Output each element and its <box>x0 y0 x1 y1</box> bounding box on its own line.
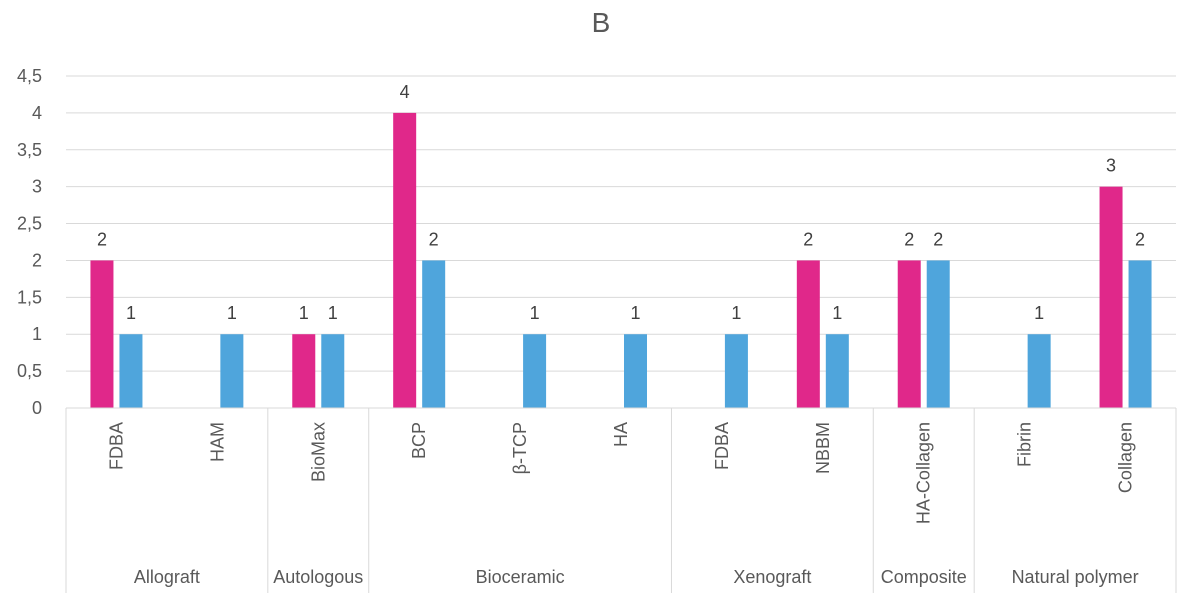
data-label: 2 <box>904 229 914 249</box>
bar <box>926 260 950 408</box>
y-tick-label: 2,5 <box>17 214 42 234</box>
y-tick-label: 0,5 <box>17 361 42 381</box>
y-tick-label: 3 <box>32 177 42 197</box>
bar <box>292 334 316 408</box>
group-label: Xenograft <box>733 567 811 587</box>
data-label: 1 <box>299 303 309 323</box>
bar <box>897 260 921 408</box>
data-label: 1 <box>1034 303 1044 323</box>
group-label: Allograft <box>134 567 200 587</box>
category-label: BioMax <box>308 422 328 482</box>
bar <box>119 334 143 408</box>
category-label: BCP <box>409 422 429 459</box>
y-axis-ticks: 0 0,5 1 1,5 2 2,5 3 3,5 4 4,5 <box>17 66 42 418</box>
data-label: 2 <box>97 229 107 249</box>
bar <box>523 334 547 408</box>
category-label: β-TCP <box>510 422 530 474</box>
data-label: 1 <box>126 303 136 323</box>
group-label: Composite <box>881 567 967 587</box>
bar <box>624 334 647 408</box>
chart-title: B <box>592 7 611 38</box>
bar <box>724 334 748 408</box>
category-label: HA-Collagen <box>914 422 934 524</box>
data-label: 3 <box>1106 156 1116 176</box>
bar <box>393 112 417 408</box>
data-label: 1 <box>630 303 640 323</box>
y-tick-label: 2 <box>32 250 42 270</box>
category-label: Fibrin <box>1015 422 1035 467</box>
gridlines <box>66 75 1176 372</box>
category-label: FDBA <box>712 422 732 470</box>
bar <box>1099 186 1123 408</box>
data-label: 1 <box>328 303 338 323</box>
bar <box>825 334 849 408</box>
bar <box>220 334 244 408</box>
bar <box>422 260 446 408</box>
bar <box>90 260 114 408</box>
data-label: 1 <box>530 303 540 323</box>
category-label: FDBA <box>106 422 126 470</box>
y-tick-label: 4 <box>32 103 42 123</box>
y-tick-label: 0 <box>32 398 42 418</box>
group-label: Natural polymer <box>1012 567 1139 587</box>
data-label: 1 <box>832 303 842 323</box>
bar <box>796 260 820 408</box>
category-label: NBBM <box>813 422 833 474</box>
category-label: HA <box>611 422 631 447</box>
data-label: 2 <box>429 229 439 249</box>
group-label: Autologous <box>273 567 363 587</box>
bar <box>1027 334 1051 408</box>
y-tick-label: 1,5 <box>17 287 42 307</box>
data-label: 2 <box>933 229 943 249</box>
x-axis: FDBA HAM BioMax BCP β-TCP HA FDBA NBBM HA-Collag… <box>65 407 1177 593</box>
y-tick-label: 1 <box>32 324 42 344</box>
data-label: 4 <box>400 82 410 102</box>
category-label: Collagen <box>1116 422 1136 493</box>
bar <box>1128 260 1152 408</box>
data-label: 1 <box>227 303 237 323</box>
category-label: HAM <box>207 422 227 462</box>
group-label: Bioceramic <box>476 567 565 587</box>
y-tick-label: 4,5 <box>17 66 42 86</box>
bars <box>90 112 1152 408</box>
data-label: 2 <box>803 229 813 249</box>
y-tick-label: 3,5 <box>17 140 42 160</box>
data-label: 2 <box>1135 229 1145 249</box>
bar <box>321 334 345 408</box>
data-label: 1 <box>731 303 741 323</box>
